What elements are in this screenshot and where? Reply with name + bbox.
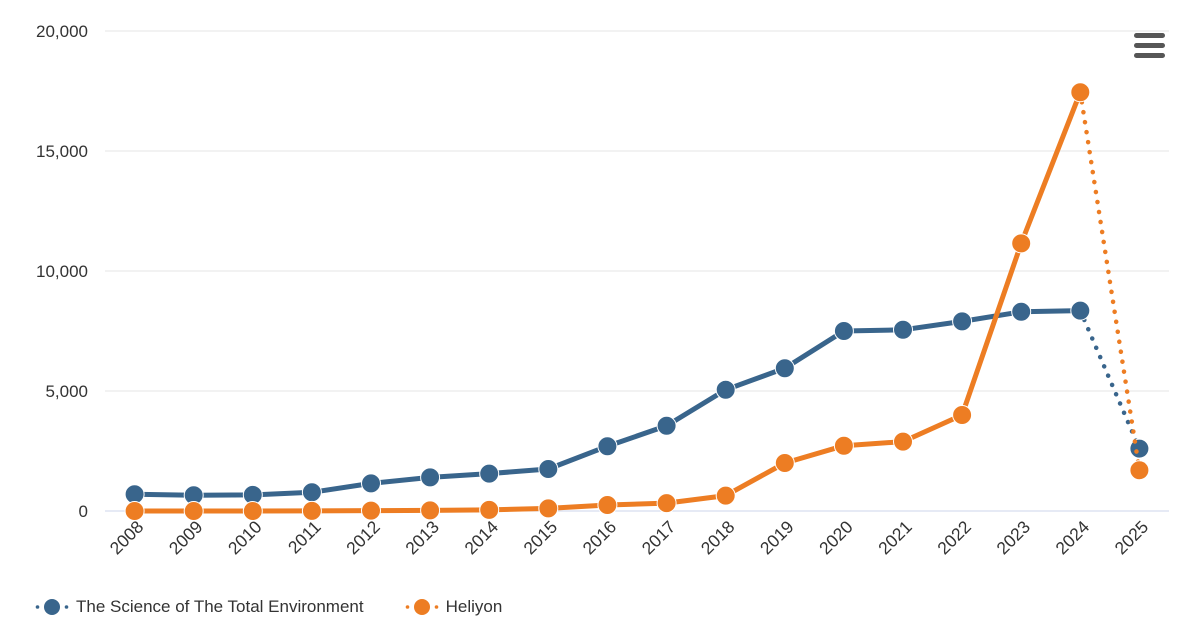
hamburger-icon [1134, 33, 1165, 38]
x-axis-label: 2018 [697, 517, 739, 559]
data-point[interactable] [301, 500, 322, 521]
x-axis-label: 2016 [579, 517, 621, 559]
data-point[interactable] [538, 498, 559, 519]
data-point[interactable] [361, 500, 381, 521]
data-point[interactable] [656, 493, 677, 514]
data-point[interactable] [538, 459, 559, 479]
data-point[interactable] [1011, 301, 1032, 322]
data-point[interactable] [774, 358, 795, 379]
data-point[interactable] [952, 405, 973, 425]
series-projection-line-stoten [1078, 308, 1142, 451]
hamburger-icon [1134, 53, 1165, 58]
data-point[interactable] [833, 435, 854, 456]
data-point[interactable] [420, 500, 441, 521]
x-axis-label: 2013 [401, 517, 443, 559]
x-axis-label: 2020 [815, 517, 857, 559]
data-point[interactable] [893, 431, 913, 452]
data-point[interactable] [715, 379, 736, 400]
data-point[interactable] [597, 436, 618, 457]
data-point[interactable] [715, 485, 736, 506]
x-axis-label: 2025 [1111, 517, 1153, 559]
data-point[interactable] [479, 463, 500, 484]
x-axis-label: 2024 [1051, 517, 1093, 559]
legend-item-heliyon[interactable]: Heliyon [404, 597, 503, 617]
data-point[interactable] [656, 415, 677, 436]
x-axis-label: 2017 [638, 517, 680, 559]
data-point[interactable] [1011, 233, 1032, 254]
data-point[interactable] [124, 484, 145, 505]
x-axis-label: 2009 [165, 517, 207, 559]
y-axis-label: 5,000 [45, 382, 88, 401]
data-point[interactable] [124, 501, 145, 521]
data-point[interactable] [1129, 460, 1150, 481]
data-point[interactable] [183, 501, 204, 521]
legend-item-science-total-environment[interactable]: The Science of The Total Environment [34, 597, 364, 617]
x-axis-label: 2023 [992, 517, 1034, 559]
data-point[interactable] [952, 311, 973, 332]
y-axis-label: 10,000 [36, 262, 88, 281]
legend-marker-icon [35, 599, 69, 615]
data-point[interactable] [1070, 82, 1091, 103]
y-axis-label: 15,000 [36, 142, 88, 161]
x-axis-label: 2008 [106, 517, 148, 559]
x-axis-label: 2012 [342, 517, 384, 559]
y-axis-label: 20,000 [36, 22, 88, 41]
hamburger-icon [1134, 43, 1165, 48]
data-point[interactable] [361, 473, 381, 494]
data-point[interactable] [479, 499, 500, 520]
data-point[interactable] [301, 482, 322, 503]
data-point[interactable] [242, 501, 263, 521]
x-axis-label: 2015 [519, 517, 561, 559]
x-axis-label: 2014 [460, 517, 502, 559]
y-axis-label: 0 [79, 502, 88, 521]
data-point[interactable] [597, 495, 618, 515]
x-axis-label: 2010 [224, 517, 266, 559]
legend-label: Heliyon [445, 597, 503, 616]
data-point[interactable] [833, 321, 854, 341]
x-axis-label: 2021 [874, 517, 916, 559]
chart-context-menu-button[interactable] [1134, 33, 1168, 58]
data-point[interactable] [893, 319, 913, 340]
x-axis-label: 2011 [284, 517, 325, 558]
data-point[interactable] [420, 467, 441, 488]
chart-legend: The Science of The Total Environment Hel… [34, 597, 502, 617]
x-axis-label: 2019 [756, 517, 798, 559]
legend-label: The Science of The Total Environment [76, 597, 364, 616]
legend-marker-icon [405, 599, 438, 615]
series-projection-line-heliyon [1078, 89, 1142, 473]
data-point[interactable] [774, 453, 795, 473]
series-line-stoten [132, 308, 1083, 498]
x-axis-label: 2022 [933, 517, 975, 559]
data-point[interactable] [1070, 300, 1091, 321]
line-chart: 0 5,000 10,000 15,000 20,000 2008 2009 2010 2011… [36, 22, 1169, 559]
data-point[interactable] [1129, 438, 1150, 459]
